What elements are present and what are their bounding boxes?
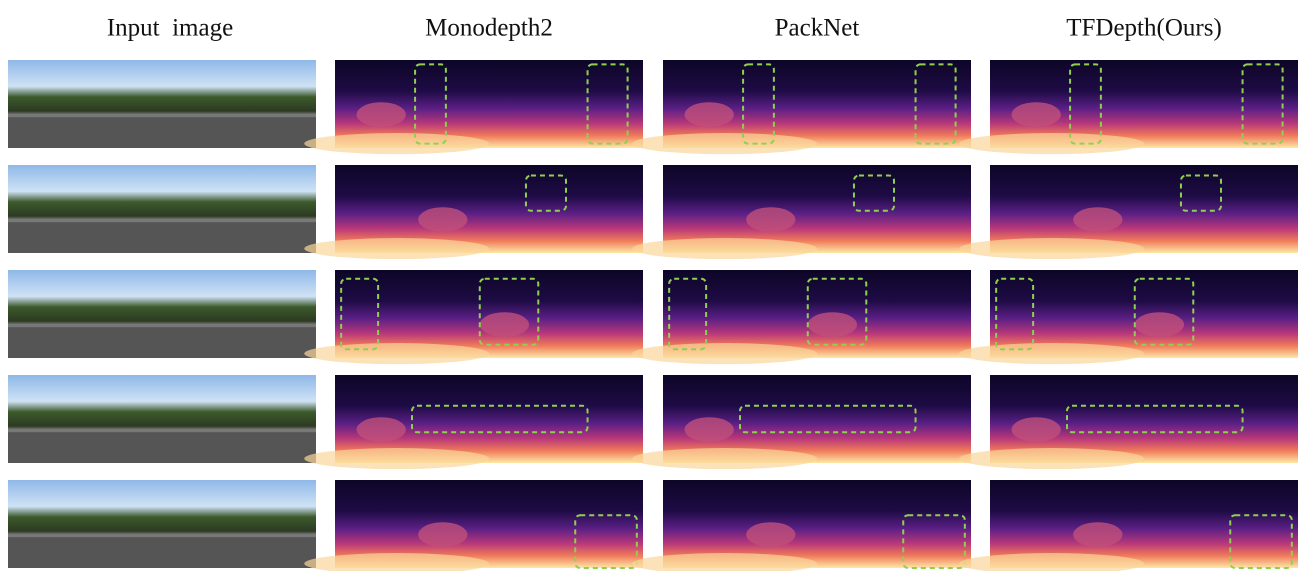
near-ground	[959, 133, 1144, 154]
depth-object	[418, 207, 467, 232]
column-header: Monodepth2	[425, 15, 553, 42]
road	[8, 117, 316, 148]
near-ground	[632, 343, 817, 364]
depth-object	[1073, 522, 1122, 547]
depth-object	[1135, 312, 1184, 337]
near-ground	[959, 343, 1144, 364]
depth-object	[1073, 207, 1122, 232]
road	[8, 222, 316, 253]
depth-object	[808, 312, 857, 337]
depth-object	[746, 522, 795, 547]
near-ground	[632, 238, 817, 259]
depth-object	[357, 102, 406, 127]
depth-object	[1012, 102, 1061, 127]
road	[8, 327, 316, 358]
depth-object	[357, 417, 406, 442]
depth-object	[480, 312, 529, 337]
near-ground	[304, 238, 489, 259]
road	[8, 432, 316, 463]
road	[8, 537, 316, 568]
near-ground	[959, 448, 1144, 469]
near-ground	[304, 343, 489, 364]
depth-object	[418, 522, 467, 547]
depth-object	[1012, 417, 1061, 442]
near-ground	[632, 133, 817, 154]
panel-grid	[8, 60, 1298, 571]
column-header: TFDepth(Ours)	[1066, 15, 1222, 42]
near-ground	[304, 133, 489, 154]
column-header: Input image	[107, 15, 233, 42]
page: Input image Monodepth2 PackNet TFDepth(O…	[0, 0, 1303, 571]
depth-object	[685, 417, 734, 442]
near-ground	[304, 448, 489, 469]
near-ground	[632, 448, 817, 469]
depth-object	[746, 207, 795, 232]
column-header: PackNet	[775, 15, 860, 42]
depth-object	[685, 102, 734, 127]
near-ground	[959, 238, 1144, 259]
figure: Input image Monodepth2 PackNet TFDepth(O…	[0, 0, 1303, 571]
